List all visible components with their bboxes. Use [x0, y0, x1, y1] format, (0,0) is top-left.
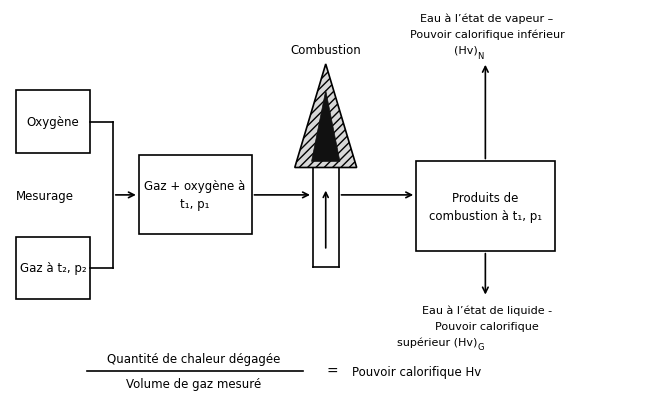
Text: Pouvoir calorifique Hv: Pouvoir calorifique Hv [352, 365, 481, 378]
Text: Combustion: Combustion [290, 44, 361, 57]
Text: Eau à l’état de liquide -: Eau à l’état de liquide - [422, 305, 552, 315]
Text: (Hv): (Hv) [453, 46, 477, 55]
Bar [16, 237, 90, 300]
Text: Pouvoir calorifique: Pouvoir calorifique [435, 321, 539, 331]
Text: =: = [326, 364, 338, 378]
Bar [139, 156, 252, 235]
Polygon shape [312, 91, 340, 162]
Text: Oxygène: Oxygène [27, 116, 79, 129]
Text: Gaz à t₂, p₂: Gaz à t₂, p₂ [20, 262, 86, 275]
Text: N: N [477, 52, 484, 61]
Text: Volume de gaz mesuré: Volume de gaz mesuré [126, 377, 261, 390]
Text: Eau à l’état de vapeur –: Eau à l’état de vapeur – [421, 13, 553, 23]
Text: Mesurage: Mesurage [16, 190, 74, 203]
Text: Produits de
combustion à t₁, p₁: Produits de combustion à t₁, p₁ [429, 191, 542, 222]
Text: G: G [477, 343, 484, 352]
Text: Gaz + oxygène à
t₁, p₁: Gaz + oxygène à t₁, p₁ [144, 180, 246, 211]
Text: Pouvoir calorifique inférieur: Pouvoir calorifique inférieur [410, 29, 564, 40]
Text: supérieur (Hv): supérieur (Hv) [397, 337, 477, 347]
Bar [416, 162, 555, 251]
Polygon shape [295, 65, 357, 168]
Bar [16, 91, 90, 154]
Text: Quantité de chaleur dégagée: Quantité de chaleur dégagée [107, 352, 280, 365]
